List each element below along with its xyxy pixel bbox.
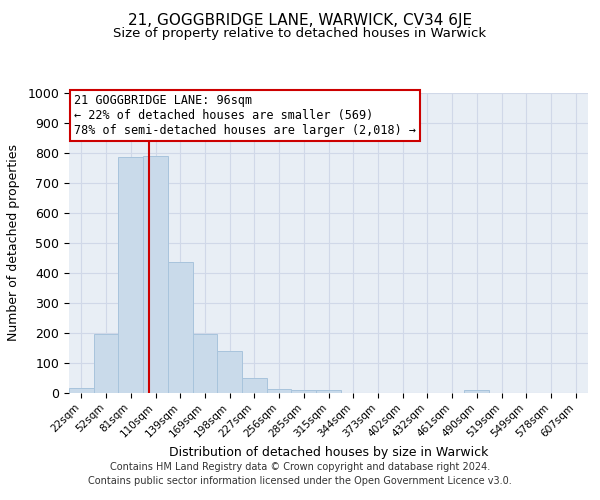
Bar xyxy=(267,389,292,392)
Bar xyxy=(168,262,193,392)
Bar xyxy=(69,388,94,392)
Bar xyxy=(316,390,341,392)
Bar xyxy=(217,350,242,393)
Bar xyxy=(118,157,143,392)
Y-axis label: Number of detached properties: Number of detached properties xyxy=(7,144,20,341)
Bar xyxy=(292,390,316,392)
Bar xyxy=(94,334,118,392)
Bar xyxy=(242,378,267,392)
Text: 21 GOGGBRIDGE LANE: 96sqm
← 22% of detached houses are smaller (569)
78% of semi: 21 GOGGBRIDGE LANE: 96sqm ← 22% of detac… xyxy=(74,94,416,137)
Text: Contains public sector information licensed under the Open Government Licence v3: Contains public sector information licen… xyxy=(88,476,512,486)
Bar xyxy=(143,156,168,392)
X-axis label: Distribution of detached houses by size in Warwick: Distribution of detached houses by size … xyxy=(169,446,488,459)
Text: Contains HM Land Registry data © Crown copyright and database right 2024.: Contains HM Land Registry data © Crown c… xyxy=(110,462,490,472)
Text: 21, GOGGBRIDGE LANE, WARWICK, CV34 6JE: 21, GOGGBRIDGE LANE, WARWICK, CV34 6JE xyxy=(128,12,472,28)
Bar xyxy=(464,390,489,392)
Text: Size of property relative to detached houses in Warwick: Size of property relative to detached ho… xyxy=(113,28,487,40)
Bar xyxy=(193,334,217,392)
